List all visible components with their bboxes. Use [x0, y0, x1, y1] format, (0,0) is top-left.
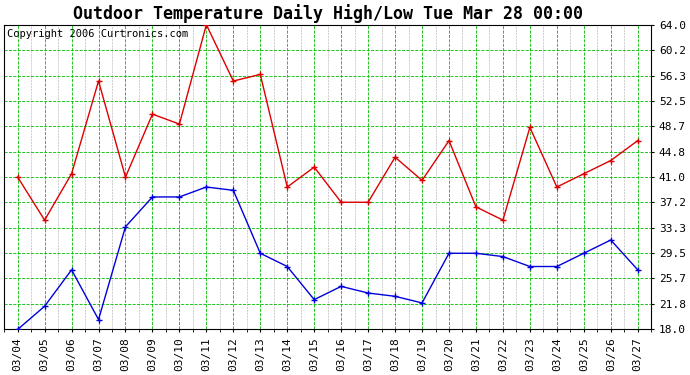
Text: Copyright 2006 Curtronics.com: Copyright 2006 Curtronics.com	[8, 29, 188, 39]
Title: Outdoor Temperature Daily High/Low Tue Mar 28 00:00: Outdoor Temperature Daily High/Low Tue M…	[72, 4, 582, 23]
